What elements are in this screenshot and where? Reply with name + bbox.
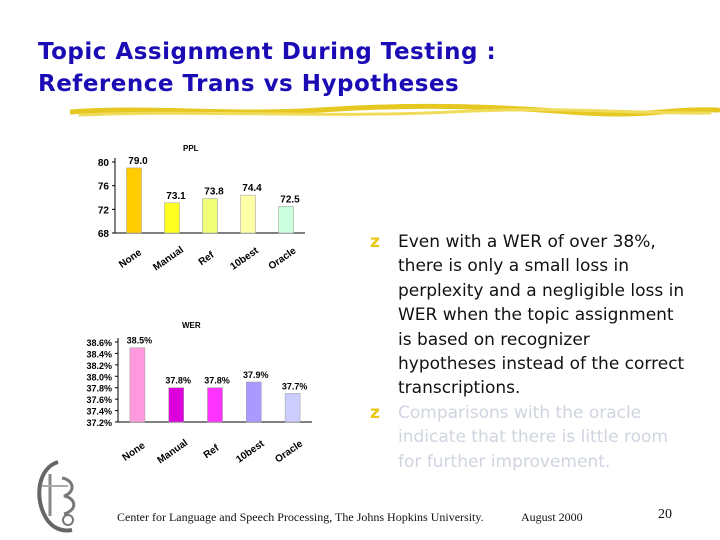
bullet-list: z Even with a WER of over 38%, there is …	[370, 230, 690, 474]
bar	[129, 347, 146, 423]
bar	[164, 202, 180, 234]
bar	[240, 194, 256, 234]
bar	[202, 198, 218, 234]
bullet-text: Even with a WER of over 38%, there is on…	[398, 232, 685, 399]
y-tick-label: 37.8%	[86, 384, 112, 394]
data-label: 79.0	[128, 156, 148, 167]
wer-chart: WER38.6%38.4%38.2%38.0%37.8%37.6%37.4%37…	[86, 321, 312, 466]
bullet-marker-icon: z	[370, 232, 380, 252]
bar	[126, 167, 142, 234]
y-tick-label: 38.6%	[86, 338, 112, 348]
category-label: Manual	[151, 244, 186, 273]
bar	[284, 393, 301, 423]
title-line-1: Topic Assignment During Testing :	[38, 39, 497, 65]
y-tick-label: 38.4%	[86, 349, 112, 359]
data-label: 37.9%	[243, 370, 269, 380]
bullet-item: z Comparisons with the oracle indicate t…	[370, 401, 690, 474]
footer-date: August 2000	[521, 510, 583, 524]
category-label: 10best	[234, 438, 267, 466]
bar	[246, 381, 262, 423]
category-label: 10best	[228, 245, 261, 273]
y-tick-label: 68	[98, 229, 110, 240]
data-label: 37.7%	[282, 381, 308, 391]
data-label: 37.8%	[165, 376, 191, 386]
bar	[207, 387, 223, 423]
data-label: 72.5	[280, 194, 300, 205]
category-label: None	[121, 440, 148, 464]
y-tick-label: 72	[98, 205, 110, 216]
bar	[278, 206, 294, 234]
category-label: Oracle	[273, 438, 305, 465]
bullet-marker-icon: z	[370, 402, 380, 423]
y-tick-label: 37.2%	[86, 418, 112, 428]
category-label: Ref	[197, 249, 217, 268]
data-label: 37.8%	[204, 376, 230, 386]
bar	[168, 387, 184, 423]
y-tick-label: 80	[98, 158, 110, 169]
data-label: 73.8	[204, 187, 224, 198]
y-tick-label: 37.4%	[86, 407, 112, 417]
ppl-chart: PPL 80 76 72 68 79.0 None 73.1 Manual 73.8 Ref 74.4…	[98, 144, 305, 273]
data-label: 38.5%	[127, 336, 153, 346]
y-tick-label: 37.6%	[86, 395, 112, 405]
y-tick-label: 38.2%	[86, 361, 112, 371]
chart-title: PPL	[183, 144, 199, 153]
category-label: Manual	[156, 437, 191, 466]
data-label: 74.4	[242, 183, 262, 194]
category-label: Ref	[202, 442, 222, 461]
y-tick-label: 38.0%	[86, 372, 112, 382]
title-underline	[70, 103, 720, 117]
data-label: 73.1	[166, 191, 186, 202]
footer-institution: Center for Language and Speech Processin…	[117, 510, 484, 524]
clsp-logo-icon	[37, 460, 76, 533]
page-number: 20	[658, 507, 672, 522]
category-label: None	[117, 247, 144, 271]
chart-title: WER	[182, 321, 201, 330]
slide-title: Topic Assignment During Testing : Refere…	[38, 36, 658, 100]
title-line-2: Reference Trans vs Hypotheses	[38, 71, 460, 97]
y-tick-label: 76	[98, 182, 110, 193]
bullet-text: Comparisons with the oracle indicate tha…	[398, 402, 668, 472]
category-label: Oracle	[267, 245, 299, 272]
bullet-item: z Even with a WER of over 38%, there is …	[370, 230, 690, 401]
